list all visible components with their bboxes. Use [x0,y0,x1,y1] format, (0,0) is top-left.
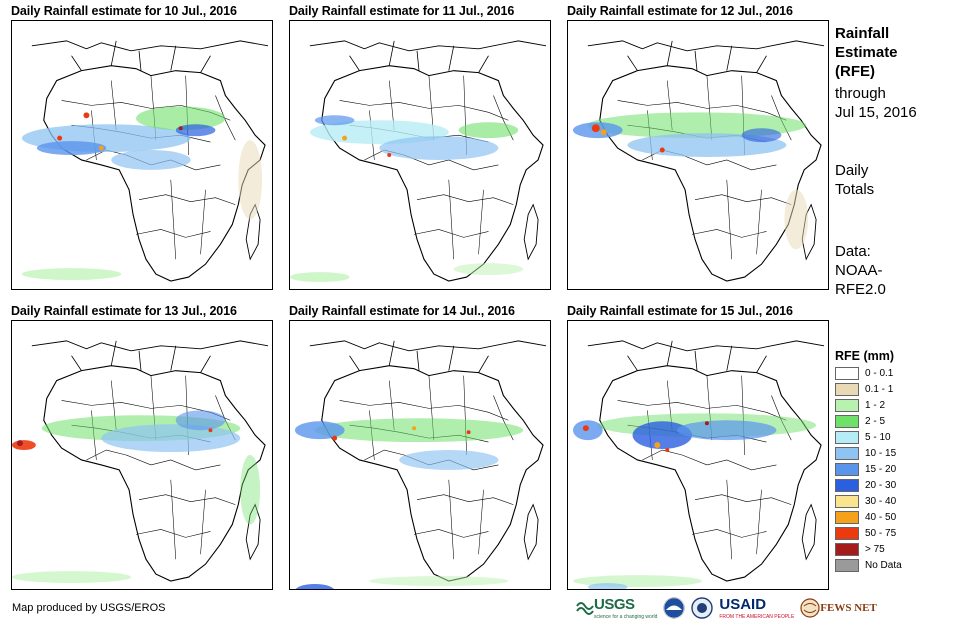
legend-label: 10 - 15 [865,447,897,459]
rain-band [572,413,817,589]
legend-label: 2 - 5 [865,415,886,427]
legend-label: > 75 [865,543,885,555]
usgs-wave-icon [576,602,594,615]
sidebar-through-line: Jul 15, 2016 [835,104,917,121]
legend-label: 0 - 0.1 [865,367,894,379]
sidebar-totals: Daily Totals [835,161,874,199]
legend-row: 1 - 2 [835,397,965,413]
legend-swatch [835,510,859,524]
legend-label: 5 - 10 [865,431,891,443]
fews-net-logo-text: FEWS NET [820,602,877,614]
legend-row: No Data [835,557,965,573]
panel-title: Daily Rainfall estimate for 14 Jul., 201… [289,304,515,318]
legend-label: 30 - 40 [865,495,897,507]
fews-net-logo: FEWS NET [800,595,877,621]
rain-band [12,410,261,584]
legend-label: 50 - 75 [865,527,897,539]
seal-icon [691,597,714,619]
legend-swatch [835,478,859,492]
usaid-logo: USAID FROM THE AMERICAN PEOPLE [719,595,794,621]
legend-row: 15 - 20 [835,461,965,477]
rainfall-map [11,320,273,590]
panel-title: Daily Rainfall estimate for 15 Jul., 201… [567,304,793,318]
legend-swatch [835,382,859,396]
legend-swatch [835,526,859,540]
rainfall-map [567,20,829,290]
rain-band [294,418,524,589]
sidebar-through-line: through [835,85,886,102]
map-credit: Map produced by USGS/EROS [12,602,166,614]
panel-title: Daily Rainfall estimate for 13 Jul., 201… [11,304,237,318]
legend-row: 0.1 - 1 [835,381,965,397]
noaa-seal-icon [663,597,685,619]
noaa-logo [663,595,685,621]
legend-row: 40 - 50 [835,509,965,525]
legend-row: 2 - 5 [835,413,965,429]
sidebar-title-line: Estimate [835,44,898,61]
legend-swatch [835,494,859,508]
rainfall-map [289,20,551,290]
legend-title: RFE (mm) [835,349,895,363]
legend-row: 10 - 15 [835,445,965,461]
legend-row: 5 - 10 [835,429,965,445]
legend-rows: 0 - 0.1 0.1 - 1 1 - 2 2 - 5 5 - 10 10 - 15 15 … [835,365,965,573]
fews-globe-icon [800,598,820,618]
legend-swatch [835,542,859,556]
legend-row: 50 - 75 [835,525,965,541]
africa-map [21,40,269,282]
sidebar-data-line: RFE2.0 [835,281,886,298]
africa-map [294,340,547,589]
legend-label: 0.1 - 1 [865,383,894,395]
africa-map [572,340,825,589]
sidebar-title: Rainfall Estimate (RFE) [835,24,898,81]
sidebar-data-source: Data: NOAA- RFE2.0 [835,242,886,299]
sidebar-title-line: (RFE) [835,63,875,80]
legend-swatch [835,398,859,412]
sidebar-totals-line: Daily [835,162,869,179]
legend-swatch [835,558,859,572]
rain-band [21,106,263,281]
africa-map [12,340,269,584]
rainfall-map [289,320,551,590]
legend-swatch [835,430,859,444]
legend-swatch [835,462,859,476]
legend-row: 20 - 30 [835,477,965,493]
legend-label: 15 - 20 [865,463,897,475]
africa-map [290,40,547,283]
legend-label: No Data [865,559,902,571]
usaid-logo-tagline: FROM THE AMERICAN PEOPLE [719,614,795,620]
usgs-logo: USGS science for a changing world [576,595,657,621]
legend-label: 20 - 30 [865,479,897,491]
rainfall-map [567,320,829,590]
sidebar-data-line: NOAA- [835,262,883,279]
dhs-seal [691,595,714,621]
legend-row: > 75 [835,541,965,557]
sidebar-data-line: Data: [835,243,871,260]
usaid-logo-text: USAID [719,596,767,613]
panel-title: Daily Rainfall estimate for 11 Jul., 201… [289,4,515,18]
rfe-legend: RFE (mm) 0 - 0.1 0.1 - 1 1 - 2 2 - 5 5 - 10 1… [835,347,965,573]
legend-row: 30 - 40 [835,493,965,509]
usgs-logo-tagline: science for a changing world [594,614,658,620]
legend-label: 1 - 2 [865,399,886,411]
sidebar-through: through Jul 15, 2016 [835,84,917,122]
usgs-logo-text: USGS [594,596,635,613]
rainfall-map [11,20,273,290]
rain-band [572,112,809,250]
panel-title: Daily Rainfall estimate for 10 Jul., 201… [11,4,237,18]
logo-strip: USGS science for a changing world USAID … [576,594,877,622]
sidebar-title-line: Rainfall [835,25,890,42]
legend-label: 40 - 50 [865,511,897,523]
panel-title: Daily Rainfall estimate for 12 Jul., 201… [567,4,793,18]
legend-swatch [835,366,859,380]
legend-swatch [835,446,859,460]
sidebar-totals-line: Totals [835,181,875,198]
rain-band [290,115,524,283]
africa-map [572,40,825,282]
legend-swatch [835,414,859,428]
legend-row: 0 - 0.1 [835,365,965,381]
